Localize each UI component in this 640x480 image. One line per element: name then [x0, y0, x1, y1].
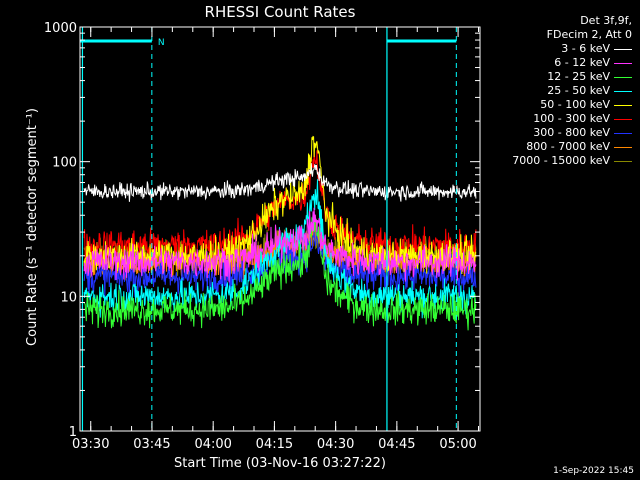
legend-label: 800 - 7000 keV [526, 140, 610, 153]
legend-label: 6 - 12 keV [554, 56, 610, 69]
night-marker-label: N [158, 38, 165, 48]
legend-swatch [614, 48, 632, 50]
legend-swatch [614, 90, 632, 92]
y-tick-label: 100 [52, 156, 77, 171]
legend-header-line-1: Det 3f,9f, [580, 14, 632, 27]
legend-label: 50 - 100 keV [540, 98, 610, 111]
chart-title: RHESSI Count Rates [205, 3, 356, 21]
legend-swatch [614, 146, 632, 148]
legend-item: 12 - 25 keV [512, 70, 632, 84]
legend-swatch [614, 62, 632, 64]
plot-frame [79, 26, 481, 432]
legend-header-line-2: FDecim 2, Att 0 [546, 28, 632, 41]
y-tick-label: 1 [69, 425, 77, 440]
x-tick-label: 04:30 [317, 437, 354, 452]
legend-swatch [614, 132, 632, 134]
legend-label: 100 - 300 keV [533, 112, 610, 125]
legend-item: 300 - 800 keV [512, 126, 632, 140]
legend-swatch [614, 118, 632, 120]
series-line-1 [83, 207, 477, 283]
series-line-3 [83, 179, 477, 319]
legend-item: 100 - 300 keV [512, 112, 632, 126]
legend-label: 12 - 25 keV [547, 70, 610, 83]
legend-item: 7000 - 15000 keV [512, 154, 632, 168]
x-axis-label: Start Time (03-Nov-16 03:27:22) [174, 456, 386, 471]
series-line-0 [83, 163, 477, 202]
legend-swatch [614, 76, 632, 78]
legend: Det 3f,9f, FDecim 2, Att 0 3 - 6 keV 6 - … [512, 14, 632, 168]
x-tick-label: 03:30 [72, 437, 109, 452]
x-tick-label: 05:00 [439, 437, 476, 452]
legend-label: 300 - 800 keV [533, 126, 610, 139]
legend-item: 6 - 12 keV [512, 56, 632, 70]
series-line-2 [83, 214, 477, 331]
x-tick-label: 04:00 [194, 437, 231, 452]
x-tick-label: 03:45 [133, 437, 170, 452]
legend-swatch [614, 160, 632, 162]
legend-item: 50 - 100 keV [512, 98, 632, 112]
legend-item: 800 - 7000 keV [512, 140, 632, 154]
y-axis-label: Count Rate (s⁻¹ detector segment⁻¹) [25, 108, 40, 346]
legend-swatch [614, 104, 632, 106]
y-tick-label: 1000 [44, 21, 77, 36]
x-tick-label: 04:45 [378, 437, 415, 452]
legend-item: 3 - 6 keV [512, 42, 632, 56]
legend-label: 3 - 6 keV [561, 42, 610, 55]
y-tick-label: 10 [60, 290, 77, 305]
legend-label: 7000 - 15000 keV [512, 154, 610, 167]
timestamp: 1-Sep-2022 15:45 [553, 466, 634, 476]
x-tick-label: 04:15 [256, 437, 293, 452]
legend-label: 25 - 50 keV [547, 84, 610, 97]
legend-item: 25 - 50 keV [512, 84, 632, 98]
